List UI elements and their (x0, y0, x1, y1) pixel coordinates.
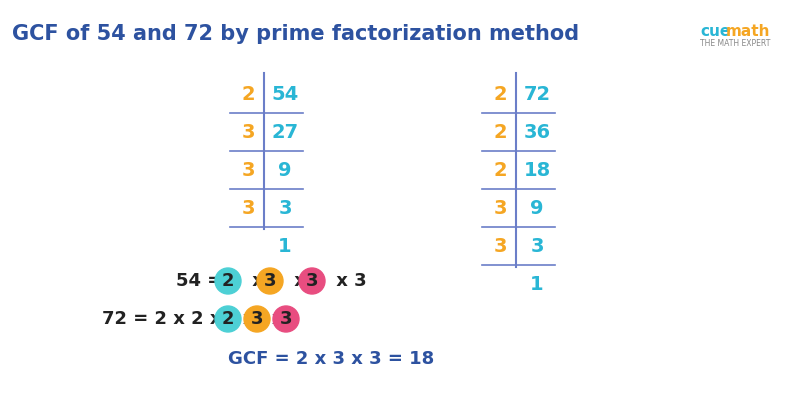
Text: x: x (288, 272, 312, 290)
Text: 36: 36 (523, 122, 550, 142)
Text: 72 = 2 x 2 x: 72 = 2 x 2 x (102, 310, 228, 328)
Text: 2: 2 (222, 272, 234, 290)
Text: 3: 3 (494, 198, 506, 217)
Text: x: x (272, 310, 284, 328)
Text: THE MATH EXPERT: THE MATH EXPERT (700, 39, 770, 48)
Text: 2: 2 (493, 122, 507, 142)
Circle shape (215, 268, 241, 294)
Text: 9: 9 (278, 160, 292, 180)
Text: 1: 1 (278, 237, 292, 255)
Text: 54: 54 (271, 85, 298, 103)
Text: 3: 3 (494, 237, 506, 255)
Text: x: x (246, 272, 270, 290)
Text: 3: 3 (264, 272, 276, 290)
Text: 9: 9 (530, 198, 544, 217)
Text: 3: 3 (278, 198, 292, 217)
Text: 3: 3 (242, 122, 254, 142)
Text: 18: 18 (523, 160, 550, 180)
Text: 54 =: 54 = (175, 272, 228, 290)
Text: 2: 2 (241, 85, 255, 103)
Text: 3: 3 (306, 272, 318, 290)
Text: math: math (726, 24, 770, 39)
Circle shape (215, 306, 241, 332)
Text: 27: 27 (271, 122, 298, 142)
Text: 1: 1 (530, 275, 544, 294)
Circle shape (299, 268, 325, 294)
Circle shape (273, 306, 299, 332)
Text: 2: 2 (493, 85, 507, 103)
Circle shape (257, 268, 283, 294)
Text: x: x (243, 310, 254, 328)
Text: GCF = 2 x 3 x 3 = 18: GCF = 2 x 3 x 3 = 18 (228, 350, 434, 368)
Circle shape (244, 306, 270, 332)
Text: 72: 72 (523, 85, 550, 103)
Text: GCF of 54 and 72 by prime factorization method: GCF of 54 and 72 by prime factorization … (12, 24, 579, 44)
Text: 3: 3 (250, 310, 263, 328)
Text: cue: cue (700, 24, 730, 39)
Text: 3: 3 (242, 198, 254, 217)
Text: 3: 3 (530, 237, 544, 255)
Text: x 3: x 3 (330, 272, 366, 290)
Text: 3: 3 (242, 160, 254, 180)
Text: 2: 2 (493, 160, 507, 180)
Text: 3: 3 (280, 310, 292, 328)
Text: 2: 2 (222, 310, 234, 328)
